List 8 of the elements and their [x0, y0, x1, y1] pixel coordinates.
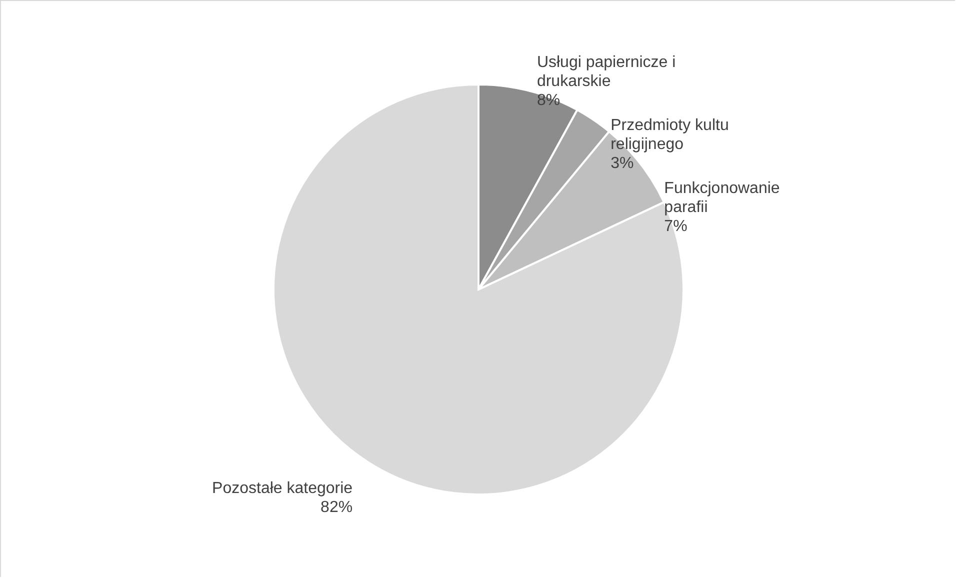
slice-label: Funkcjonowanie parafii — [664, 180, 780, 216]
slice-label: Pozostałe kategorie — [212, 480, 353, 497]
data-label: 3% — [610, 154, 634, 172]
data-label: 8% — [536, 92, 560, 109]
slice-label: Przedmioty kultu religijnego — [610, 116, 729, 153]
data-label: 7% — [664, 218, 688, 235]
slice-label: Usługi papiernicze i drukarskie — [536, 54, 676, 90]
data-label: 82% — [320, 498, 353, 516]
